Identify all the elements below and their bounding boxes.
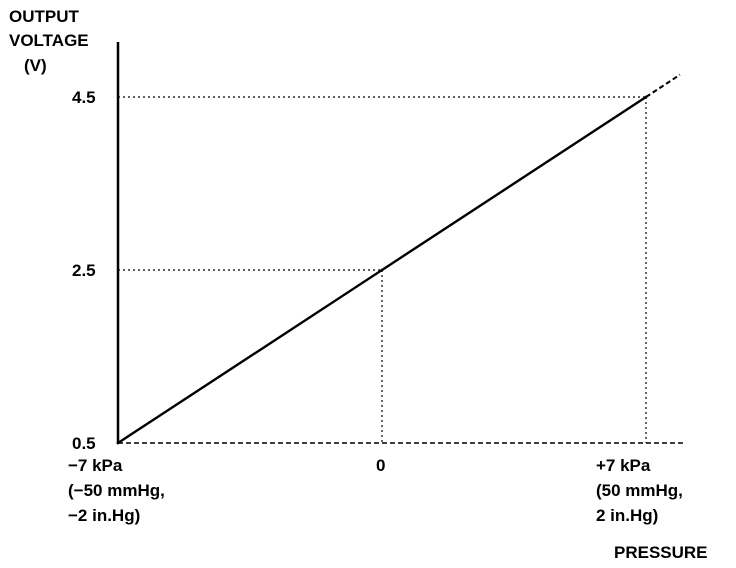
reference-guides [118,96,647,443]
data-point-1 [380,268,384,272]
x-tick-label-2-line-2: 2 in.Hg) [596,506,658,525]
x-tick-label-1-line-0: 0 [376,456,385,475]
x-tick-label-0-line-2: −2 in.Hg) [68,506,140,525]
data-point-0 [116,441,120,445]
y-tick-label-0: 0.5 [72,434,96,453]
y-axis-title-line-0: OUTPUT [9,7,80,26]
y-tick-label-2: 4.5 [72,88,96,107]
x-tick-labels: −7 kPa (−50 mmHg, −2 in.Hg) 0 +7 kPa (50 mmHg… [68,456,683,525]
y-tick-label-1: 2.5 [72,261,96,280]
y-axis-title-line-2: (V) [24,56,47,75]
y-tick-labels: 0.5 2.5 4.5 [72,88,96,453]
x-tick-label-0-line-1: (−50 mmHg, [68,481,165,500]
x-tick-label-0-line-0: −7 kPa [68,456,123,475]
x-axis-title: PRESSURE [614,543,708,562]
x-tick-label-2-line-1: (50 mmHg, [596,481,683,500]
x-tick-label-2-line-0: +7 kPa [596,456,651,475]
series-extension-0 [645,73,681,98]
y-axis-title-line-1: VOLTAGE [9,31,89,50]
series-layer [116,73,681,445]
y-axis-title: OUTPUT VOLTAGE (V) [9,7,89,75]
data-point-2 [644,95,648,99]
